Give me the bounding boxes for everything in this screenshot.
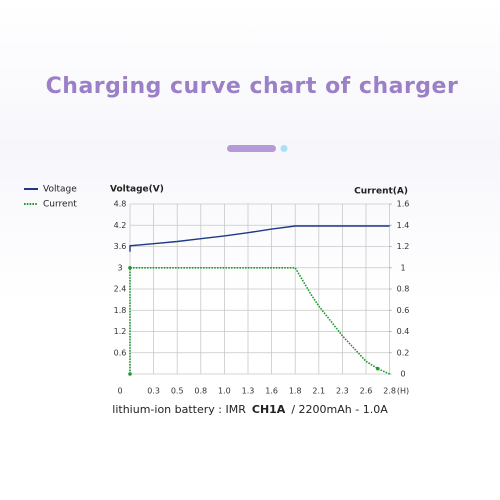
y-tick-label: 2.4 — [114, 285, 127, 294]
y-tick-label: 3 — [117, 263, 122, 272]
chart-title: Charging curve chart of charger — [46, 74, 459, 99]
y2-tick-label: 1 — [400, 263, 405, 272]
voltage-line — [129, 225, 390, 252]
y-tick-label: 1.8 — [114, 306, 127, 315]
x-tick-label: 1.0 — [218, 387, 231, 396]
y-tick-label: 4.8 — [114, 200, 127, 209]
y-axis-title: Voltage(V) — [110, 185, 164, 195]
current-point — [376, 366, 380, 371]
y2-tick-label: 0 — [400, 370, 405, 379]
y2-tick-label: 0.2 — [397, 348, 410, 357]
x-unit: (H) — [397, 387, 409, 396]
caption-spec: / 2200mAh - 1.0A — [291, 403, 388, 416]
x-tick-label: 2.1 — [312, 387, 325, 396]
y2-tick-label: 1.6 — [397, 200, 410, 209]
x-tick-label: 2.3 — [336, 387, 349, 396]
x-tick-label: 2.6 — [360, 387, 373, 396]
x-tick-label: 1.8 — [289, 387, 302, 396]
caption-lead: lithium-ion battery : IMR — [112, 403, 246, 416]
decor-pill — [227, 145, 276, 152]
current-point — [128, 372, 132, 376]
y-tick-label: 1.2 — [114, 327, 127, 336]
y2-tick-label: 1.4 — [397, 221, 410, 230]
y2-tick-label: 0.6 — [397, 306, 410, 315]
x-tick-label: 0.5 — [171, 387, 184, 396]
legend-label: Current — [43, 200, 77, 210]
x-tick-label: 1.3 — [242, 387, 255, 396]
current-point — [128, 265, 132, 270]
y-tick-label: 3.6 — [114, 242, 127, 251]
x-tick-label: 1.6 — [265, 387, 278, 396]
y2-axis-title: Current(A) — [354, 187, 408, 197]
y-tick-label: 4.2 — [114, 221, 127, 230]
y2-tick-label: 0.4 — [397, 327, 410, 336]
caption: lithium-ion battery : IMR CH1A / 2200mAh -… — [112, 403, 388, 416]
current-line — [129, 267, 390, 375]
y-tick-label: 0.6 — [114, 348, 127, 357]
caption-model: CH1A — [252, 403, 286, 416]
x-tick-label: 0 — [117, 387, 122, 396]
x-tick-label: 0.8 — [194, 387, 207, 396]
x-tick-label: 2.8 — [383, 387, 396, 396]
legend-label: Voltage — [43, 185, 77, 195]
decor-dot — [280, 145, 288, 152]
y2-tick-label: 1.2 — [397, 242, 410, 251]
y2-tick-label: 0.8 — [397, 285, 410, 294]
x-tick-label: 0.3 — [147, 387, 160, 396]
